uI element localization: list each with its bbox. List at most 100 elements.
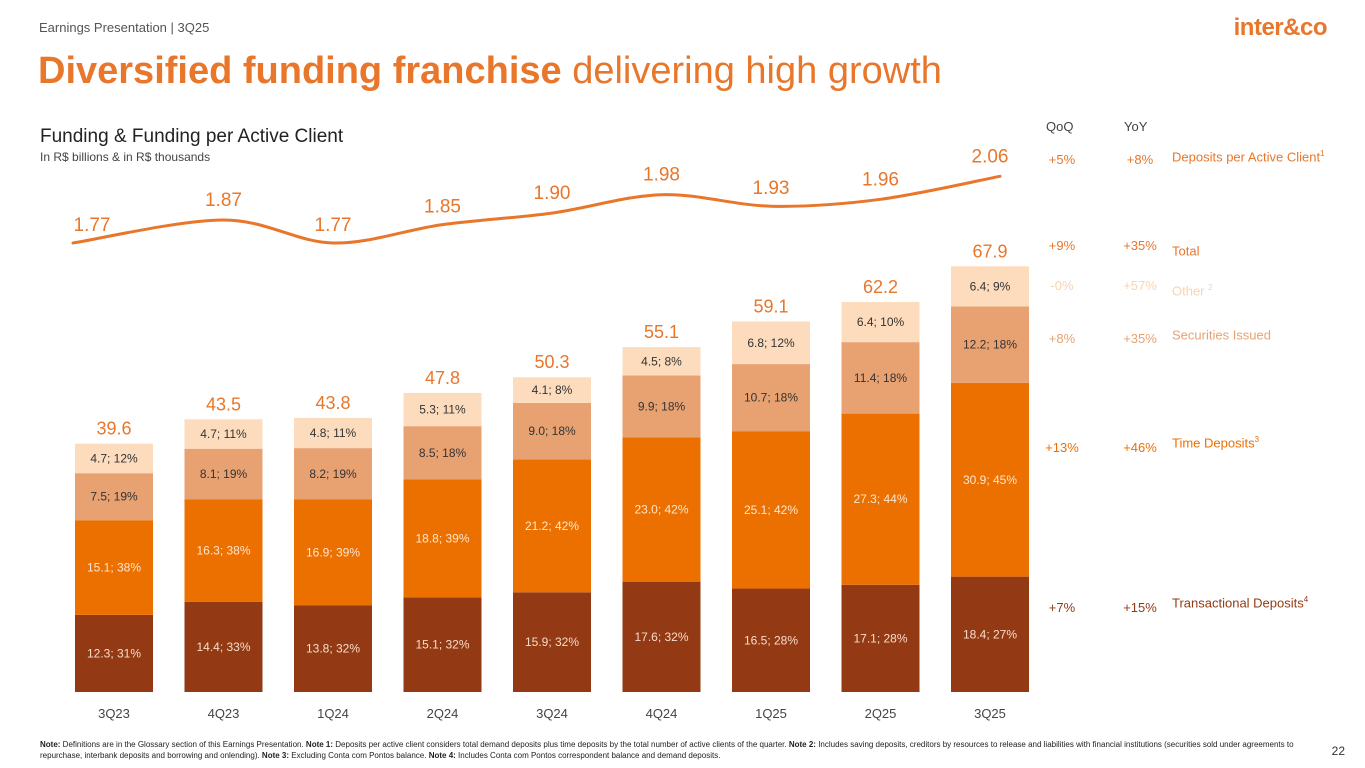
data-label: 17.6; 32% <box>634 630 688 644</box>
yoy-value: +35% <box>1123 238 1157 253</box>
total-label: 43.5 <box>206 394 241 414</box>
bar-segment <box>294 448 372 500</box>
row-label: Transactional Deposits4 <box>1172 590 1342 612</box>
note-2-text: Includes saving deposits, creditors by r… <box>40 740 1294 760</box>
bar-segment <box>403 426 482 480</box>
total-label: 47.8 <box>425 368 460 388</box>
data-label: 4.7; 11% <box>200 427 247 441</box>
data-label: 18.4; 27% <box>963 627 1017 641</box>
x-tick-label: 3Q25 <box>974 706 1006 721</box>
data-label: 6.8; 12% <box>747 336 795 350</box>
bar-segment <box>951 576 1029 692</box>
data-label: 18.8; 39% <box>415 531 469 545</box>
note-1-text: Deposits per active client considers tot… <box>333 740 789 749</box>
x-tick-label: 2Q25 <box>865 706 897 721</box>
bar-segment <box>841 584 920 692</box>
data-label: 17.1; 28% <box>853 631 907 645</box>
bar-segment <box>732 431 810 589</box>
bar-segment <box>622 437 701 582</box>
data-label: 6.4; 10% <box>857 315 905 329</box>
line-point-label: 1.96 <box>862 169 899 190</box>
total-label: 67.9 <box>972 241 1007 261</box>
row-label-text: Total <box>1172 243 1200 259</box>
yoy-value: +35% <box>1123 331 1157 346</box>
data-label: 15.9; 32% <box>525 635 579 649</box>
total-label: 62.2 <box>863 277 898 297</box>
data-label: 10.7; 18% <box>744 391 798 405</box>
bar-segment <box>513 402 591 460</box>
x-tick-label: 2Q24 <box>427 706 459 721</box>
data-label: 16.5; 28% <box>744 633 798 647</box>
data-label: 25.1; 42% <box>744 503 798 517</box>
bar-segment <box>75 614 153 692</box>
line-point-label: 1.77 <box>74 215 111 236</box>
data-label: 8.5; 18% <box>419 446 467 460</box>
bar-segment <box>951 382 1029 577</box>
bar-segment <box>732 364 810 432</box>
bar-segment <box>513 592 591 692</box>
bar-segment <box>403 392 482 427</box>
chart-title: Funding & Funding per Active Client <box>40 126 344 147</box>
row-label: Total <box>1172 238 1342 260</box>
bar-segment <box>403 479 482 598</box>
row-label-text: Time Deposits <box>1172 435 1255 451</box>
page-title-bold: Diversified funding franchise <box>38 50 562 92</box>
line-point-label: 1.93 <box>753 178 790 199</box>
data-label: 30.9; 45% <box>963 473 1017 487</box>
bar-segment <box>951 266 1029 307</box>
bar-segment <box>841 413 920 585</box>
yoy-value: +8% <box>1126 152 1154 167</box>
data-label: 23.0; 42% <box>634 503 688 517</box>
row-label-text: Securities Issued <box>1172 327 1271 343</box>
data-label: 16.9; 39% <box>306 545 360 559</box>
footnote: Note: Definitions are in the Glossary se… <box>40 740 1310 761</box>
company-logo: inter&co <box>1233 14 1328 41</box>
row-label: Time Deposits3 <box>1172 430 1342 452</box>
note-1-label: Note 1: <box>305 740 334 749</box>
footnote-marker: 1 <box>1320 149 1325 158</box>
line-point-label: 1.77 <box>315 215 352 236</box>
bar-segment <box>184 419 263 449</box>
qoq-header: QoQ <box>1046 119 1074 134</box>
note-label: Note: <box>40 740 61 749</box>
line-point-label: 1.85 <box>424 197 461 218</box>
bar-segment <box>841 342 920 414</box>
yoy-value: +15% <box>1123 600 1157 615</box>
data-label: 12.3; 31% <box>87 646 141 660</box>
data-label: 8.1; 19% <box>200 467 248 481</box>
data-label: 11.4; 18% <box>854 371 907 385</box>
line-point-label: 1.87 <box>205 190 242 211</box>
bar-segment <box>184 499 263 602</box>
data-label: 27.3; 44% <box>853 492 907 506</box>
x-tick-label: 1Q25 <box>755 706 787 721</box>
x-tick-label: 3Q23 <box>98 706 130 721</box>
bar-segment <box>622 375 701 438</box>
note-4-label: Note 4: <box>428 750 456 760</box>
bar-segment <box>75 443 153 474</box>
row-label-text: Transactional Deposits <box>1172 595 1304 611</box>
bar-segment <box>75 520 153 615</box>
footnote-marker: 2 <box>1208 283 1213 292</box>
page-number: 22 <box>1331 744 1345 758</box>
bar-segment <box>513 459 591 593</box>
x-tick-label: 1Q24 <box>317 706 349 721</box>
data-label: 4.5; 8% <box>641 354 682 368</box>
data-label: 14.4; 33% <box>196 640 250 654</box>
row-label: Other 2 <box>1172 278 1342 300</box>
data-label: 9.9; 18% <box>638 399 686 413</box>
data-label: 7.5; 19% <box>90 490 138 504</box>
bar-segment <box>622 347 701 376</box>
data-label: 15.1; 38% <box>87 561 141 575</box>
yoy-value: +57% <box>1123 278 1157 293</box>
header-label: Earnings Presentation | 3Q25 <box>39 20 210 35</box>
line-point-label: 2.06 <box>972 146 1009 167</box>
data-label: 8.2; 19% <box>309 467 357 481</box>
footnote-marker: 3 <box>1254 435 1260 444</box>
bar-segment <box>75 473 153 521</box>
x-tick-label: 4Q24 <box>646 706 678 721</box>
qoq-value: -0% <box>1050 278 1074 293</box>
total-label: 50.3 <box>534 352 569 372</box>
data-label: 4.8; 11% <box>310 426 357 440</box>
data-label: 15.1; 32% <box>415 638 469 652</box>
data-label: 21.2; 42% <box>525 519 579 533</box>
